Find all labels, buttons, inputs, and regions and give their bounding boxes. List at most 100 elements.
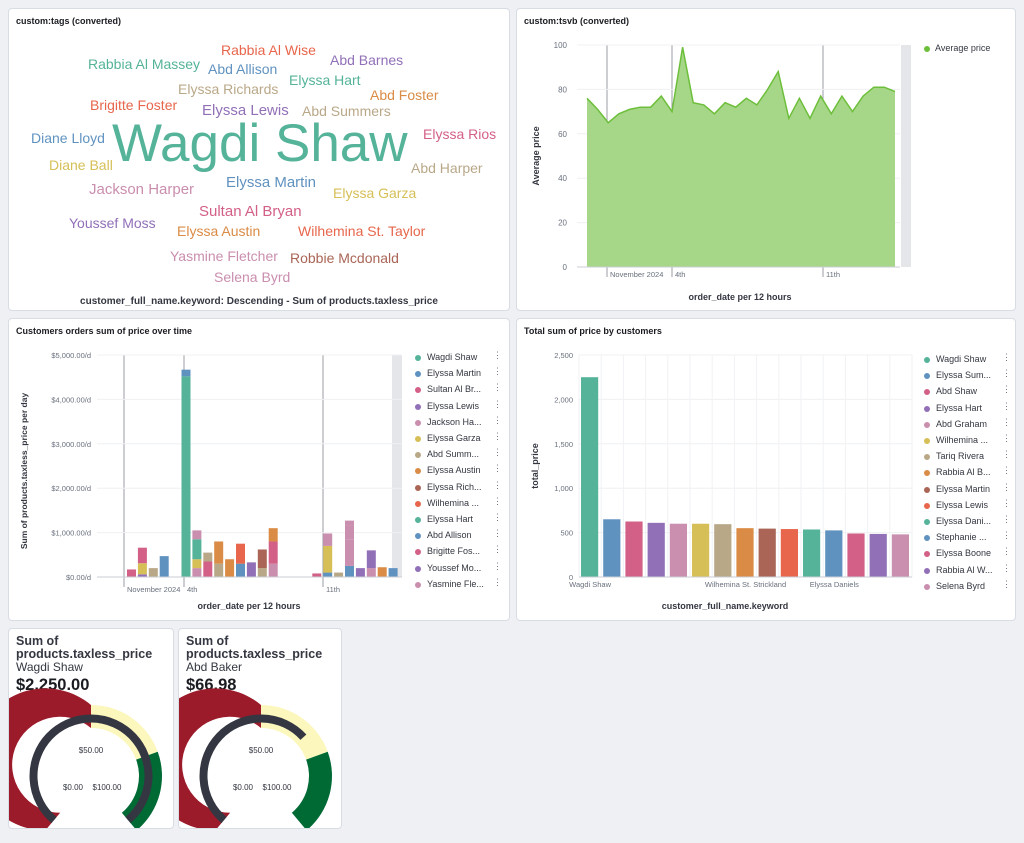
legend-menu-icon[interactable]: ⋮ — [1002, 352, 1011, 362]
bar-segment[interactable] — [268, 528, 278, 542]
legend-item[interactable]: Elyssa Sum... — [936, 370, 992, 381]
bar[interactable] — [625, 521, 643, 578]
cloud-word[interactable]: Brigitte Foster — [90, 97, 178, 113]
cloud-word[interactable]: Elyssa Austin — [177, 223, 261, 239]
legend-item[interactable]: Yasmine Fle... — [427, 578, 484, 589]
bar-segment[interactable] — [345, 565, 354, 577]
legend-item[interactable]: Elyssa Lewis — [427, 400, 480, 411]
legend-menu-icon[interactable]: ⋮ — [493, 447, 502, 458]
bar-segment[interactable] — [192, 530, 202, 540]
cloud-word[interactable]: Abd Harper — [411, 160, 483, 176]
legend-item[interactable]: Elyssa Hart — [427, 514, 474, 524]
legend-menu-icon[interactable]: ⋮ — [493, 398, 502, 409]
legend-item[interactable]: Elyssa Martin — [936, 483, 991, 494]
legend-menu-icon[interactable]: ⋮ — [493, 414, 502, 425]
bar-segment[interactable] — [148, 568, 158, 577]
bar[interactable] — [581, 377, 599, 577]
bar-segment[interactable] — [214, 563, 224, 577]
bar-segment[interactable] — [192, 539, 202, 560]
legend-item[interactable]: Elyssa Dani... — [936, 516, 992, 526]
bar-segment[interactable] — [192, 559, 202, 569]
cloud-word[interactable]: Elyssa Richards — [178, 81, 279, 97]
legend-average-price[interactable]: Average price — [935, 43, 991, 53]
legend-menu-icon[interactable]: ⋮ — [1002, 546, 1011, 557]
bar-segment[interactable] — [225, 559, 235, 577]
legend-menu-icon[interactable]: ⋮ — [1002, 578, 1011, 589]
bar-segment[interactable] — [366, 568, 376, 577]
legend-item[interactable]: Elyssa Martin — [427, 368, 482, 379]
legend-item[interactable]: Elyssa Lewis — [936, 499, 989, 510]
cloud-word[interactable]: Youssef Moss — [69, 215, 156, 231]
bar-segment[interactable] — [323, 533, 333, 546]
cloud-word[interactable]: Yasmine Fletcher — [170, 248, 278, 264]
legend-item[interactable]: Rabbia Al B... — [936, 467, 991, 478]
bar[interactable] — [736, 528, 754, 577]
legend-menu-icon[interactable]: ⋮ — [1002, 400, 1011, 411]
legend-menu-icon[interactable]: ⋮ — [493, 463, 502, 474]
bar[interactable] — [758, 528, 776, 577]
cloud-word[interactable]: Wilhemina St. Taylor — [298, 223, 426, 239]
bar-segment[interactable] — [345, 520, 354, 526]
bar[interactable] — [869, 533, 887, 577]
legend-menu-icon[interactable]: ⋮ — [493, 350, 502, 360]
bar[interactable] — [780, 529, 798, 577]
legend-item[interactable]: Youssef Mo... — [427, 562, 482, 573]
legend-item[interactable]: Brigitte Fos... — [427, 546, 481, 557]
legend-item[interactable]: Abd Summ... — [427, 449, 480, 460]
legend-item[interactable]: Jackson Ha... — [427, 416, 482, 427]
bar-segment[interactable] — [203, 561, 213, 577]
bar-segment[interactable] — [127, 569, 136, 577]
cloud-word[interactable]: Elyssa Hart — [289, 72, 361, 88]
bar-segment[interactable] — [345, 539, 354, 566]
legend-menu-icon[interactable]: ⋮ — [493, 431, 502, 441]
bar-segment[interactable] — [334, 572, 344, 577]
bar-segment[interactable] — [236, 543, 245, 564]
legend-item[interactable]: Abd Allison — [427, 530, 472, 541]
bar-segment[interactable] — [323, 545, 333, 573]
bar-segment[interactable] — [159, 556, 169, 577]
cloud-word[interactable]: Elyssa Martin — [226, 174, 317, 191]
bar-segment[interactable] — [257, 568, 267, 577]
bar-segment[interactable] — [246, 562, 256, 577]
bar-segment[interactable] — [323, 572, 333, 577]
bar-segment[interactable] — [388, 568, 398, 577]
legend-menu-icon[interactable]: ⋮ — [493, 382, 502, 393]
bar[interactable] — [669, 523, 687, 577]
cloud-word[interactable]: Wagdi Shaw — [112, 114, 408, 173]
legend-menu-icon[interactable]: ⋮ — [493, 479, 502, 490]
legend-menu-icon[interactable]: ⋮ — [493, 495, 502, 506]
legend-menu-icon[interactable]: ⋮ — [1002, 530, 1011, 541]
bar[interactable] — [891, 534, 909, 577]
bar-segment[interactable] — [355, 568, 365, 577]
cloud-word[interactable]: Rabbia Al Wise — [221, 42, 316, 58]
bar-segment[interactable] — [137, 563, 147, 575]
bar[interactable] — [647, 522, 665, 577]
bar[interactable] — [803, 529, 821, 577]
legend-menu-icon[interactable]: ⋮ — [1002, 384, 1011, 395]
legend-menu-icon[interactable]: ⋮ — [1002, 514, 1011, 524]
bar-segment[interactable] — [268, 541, 278, 564]
legend-menu-icon[interactable]: ⋮ — [1002, 562, 1011, 573]
legend-menu-icon[interactable]: ⋮ — [493, 366, 502, 377]
cloud-word[interactable]: Abd Foster — [370, 87, 439, 103]
legend-item[interactable]: Stephanie ... — [936, 532, 987, 543]
legend-menu-icon[interactable]: ⋮ — [493, 544, 502, 555]
legend-item[interactable]: Wagdi Shaw — [936, 354, 987, 364]
legend-menu-icon[interactable]: ⋮ — [1002, 465, 1011, 476]
legend-item[interactable]: Abd Shaw — [936, 386, 978, 397]
legend-menu-icon[interactable]: ⋮ — [493, 560, 502, 571]
bar[interactable] — [825, 530, 843, 577]
bar[interactable] — [692, 523, 710, 577]
bar-segment[interactable] — [268, 563, 278, 577]
bar[interactable] — [714, 524, 732, 577]
cloud-word[interactable]: Abd Barnes — [330, 52, 404, 68]
legend-menu-icon[interactable]: ⋮ — [1002, 497, 1011, 508]
legend-item[interactable]: Wilhemina ... — [936, 435, 989, 445]
cloud-word[interactable]: Abd Allison — [208, 61, 278, 77]
bar-segment[interactable] — [181, 369, 191, 377]
cloud-word[interactable]: Abd Summers — [302, 103, 391, 119]
legend-item[interactable]: Wilhemina ... — [427, 497, 480, 508]
legend-menu-icon[interactable]: ⋮ — [493, 512, 502, 522]
cloud-word[interactable]: Elyssa Lewis — [202, 102, 289, 119]
bar-segment[interactable] — [214, 541, 224, 564]
